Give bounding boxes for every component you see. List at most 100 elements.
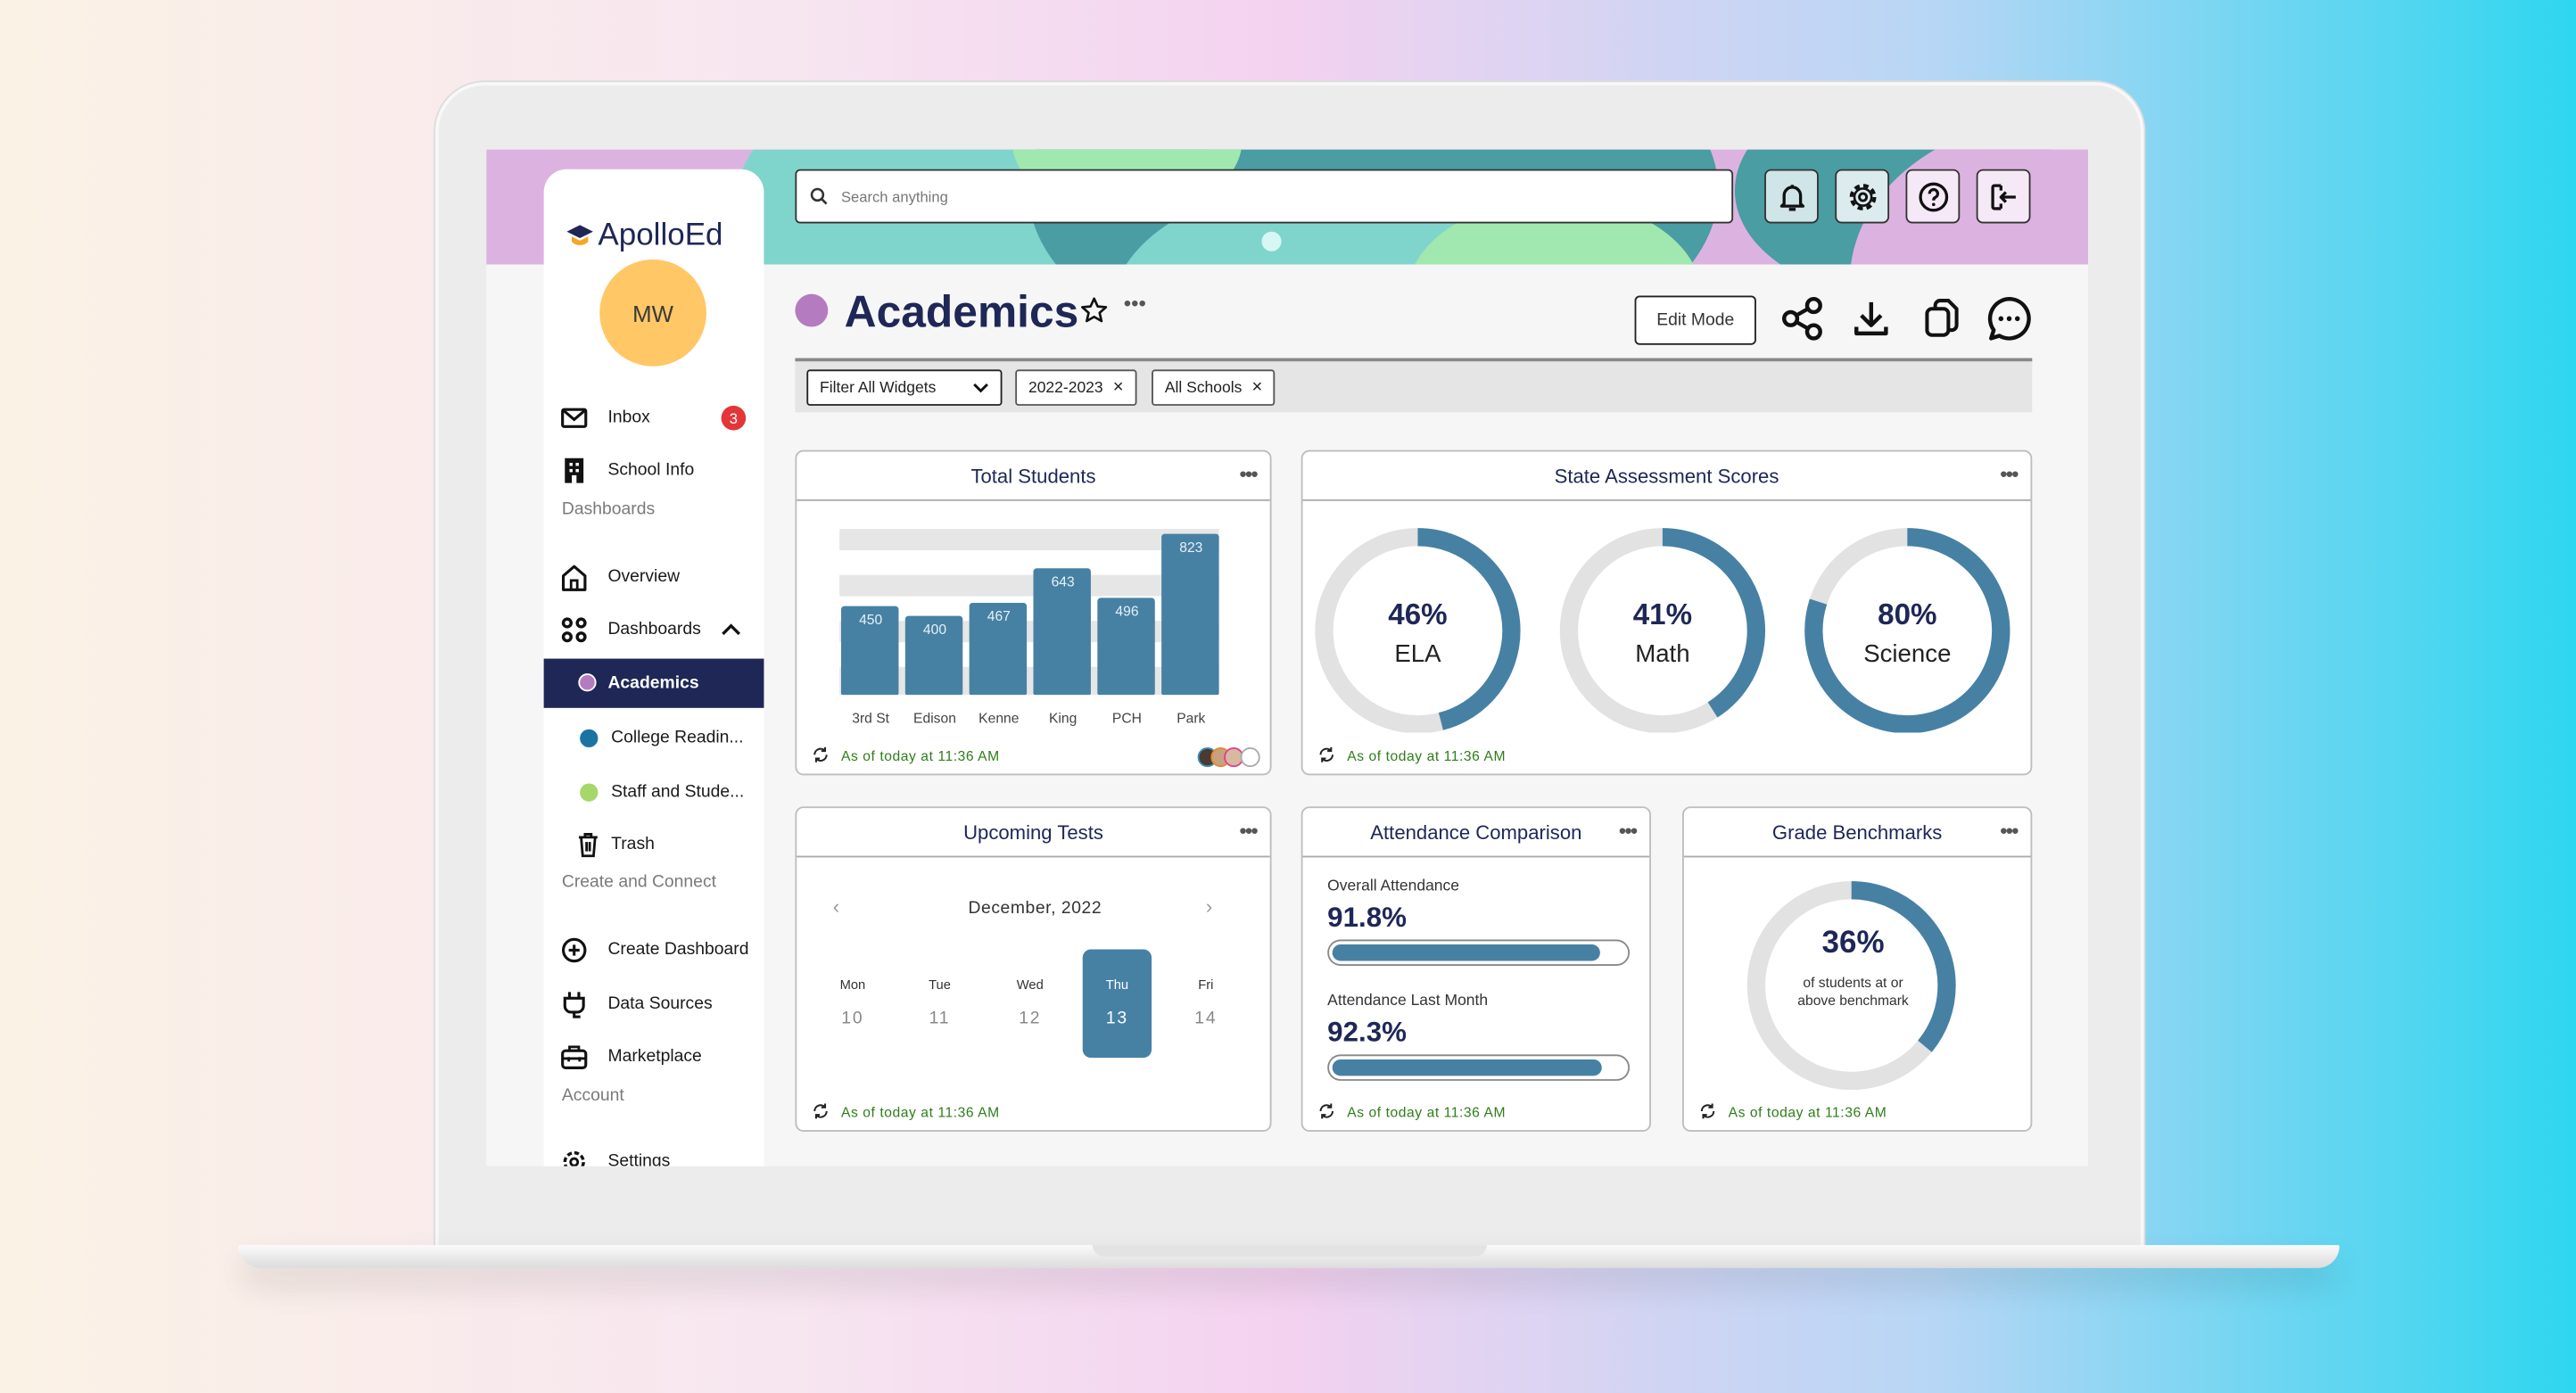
- widget-upcoming-tests: Upcoming Tests ••• ‹ December, 2022 › Mo…: [795, 806, 1272, 1133]
- bar[interactable]: [969, 603, 1028, 696]
- sidebar-item-inbox[interactable]: Inbox 3: [544, 394, 764, 441]
- donut-value-label: 41%: [1633, 598, 1692, 631]
- bar[interactable]: [1033, 569, 1091, 696]
- more-options-icon[interactable]: •••: [2000, 461, 2019, 487]
- bell-icon: [1779, 184, 1804, 210]
- edit-mode-button[interactable]: Edit Mode: [1634, 295, 1756, 345]
- bar-value-label: 496: [1115, 602, 1139, 620]
- more-options-icon[interactable]: •••: [1123, 290, 1146, 316]
- comment-icon[interactable]: [1985, 294, 2034, 343]
- star-icon[interactable]: [1079, 296, 1109, 326]
- widget-footer: As of today at 11:36 AM: [1317, 1102, 1506, 1120]
- timestamp: As of today at 11:36 AM: [1347, 1102, 1507, 1120]
- benchmark-caption: of students at or: [1803, 974, 1903, 991]
- refresh-icon[interactable]: [812, 1102, 830, 1120]
- widget-title: State Assessment Scores: [1302, 451, 2031, 501]
- bar-value-label: 450: [859, 611, 883, 629]
- search-icon: [810, 187, 828, 205]
- chevron-right-icon[interactable]: ›: [1205, 894, 1213, 919]
- bar[interactable]: [1161, 533, 1219, 696]
- bar[interactable]: [1097, 598, 1155, 696]
- collaborator-avatars[interactable]: [1197, 747, 1260, 768]
- share-icon[interactable]: [1779, 296, 1826, 342]
- timestamp: As of today at 11:36 AM: [1728, 1102, 1887, 1120]
- calendar-day-name: Fri: [1198, 977, 1214, 993]
- gridline-band: [839, 666, 1219, 696]
- edit-mode-label: Edit Mode: [1656, 310, 1735, 331]
- sidebar-item-school-info[interactable]: School Info: [544, 447, 764, 493]
- attendance-label: Overall Attendance: [1327, 877, 1460, 895]
- refresh-icon[interactable]: [1698, 1102, 1716, 1120]
- refresh-icon[interactable]: [812, 746, 830, 763]
- attendance-value: 91.8%: [1327, 902, 1407, 934]
- trash-icon: [578, 833, 598, 858]
- bar-category-label: 3rd St: [852, 709, 890, 727]
- donut-math-arc[interactable]: [1559, 528, 1766, 733]
- calendar-day-number[interactable]: 11: [929, 1008, 951, 1028]
- filter-chip-label: All Schools: [1164, 378, 1243, 397]
- calendar-day-number[interactable]: 13: [1105, 1008, 1129, 1028]
- notifications-button[interactable]: [1764, 169, 1819, 224]
- close-icon[interactable]: ×: [1251, 377, 1263, 398]
- settings-button[interactable]: [1835, 169, 1890, 224]
- sidebar-item-dashboards[interactable]: Dashboards: [544, 606, 764, 653]
- widget-footer: As of today at 11:36 AM: [812, 1102, 1000, 1120]
- app-logo: ApolloEd: [566, 218, 723, 255]
- inbox-count-badge: 3: [721, 405, 747, 431]
- more-options-icon[interactable]: •••: [2000, 818, 2019, 843]
- more-options-icon[interactable]: •••: [1239, 818, 1258, 843]
- calendar-day-name: Mon: [839, 977, 866, 993]
- donut-ela-arc[interactable]: [1315, 528, 1521, 733]
- avatar[interactable]: MW: [599, 260, 706, 367]
- bar-value-label: 643: [1051, 573, 1075, 591]
- close-icon[interactable]: ×: [1112, 377, 1124, 398]
- help-button[interactable]: [1905, 169, 1961, 224]
- sidebar-item-college-readiness[interactable]: College Readin...: [544, 714, 764, 761]
- filter-bar: Filter All Widgets 2022-2023 × All Schoo…: [795, 358, 2033, 413]
- refresh-icon[interactable]: [1317, 746, 1335, 763]
- selected-day-highlight: [1082, 949, 1152, 1059]
- sidebar-item-academics[interactable]: Academics: [543, 658, 764, 708]
- sidebar-item-trash[interactable]: Trash: [544, 821, 764, 868]
- widget-total-students: Total Students ••• 450 3rd St 400 Edison 467…: [795, 449, 1272, 776]
- calendar-day-number[interactable]: 14: [1194, 1008, 1218, 1028]
- more-options-icon[interactable]: •••: [1239, 461, 1258, 487]
- calendar-day-number[interactable]: 12: [1019, 1008, 1042, 1028]
- sidebar-item-overview[interactable]: Overview: [544, 554, 764, 600]
- bar[interactable]: [841, 606, 899, 696]
- filter-all-widgets-dropdown[interactable]: Filter All Widgets: [806, 369, 1003, 406]
- sidebar-item-staff-and-students[interactable]: Staff and Stude...: [544, 769, 764, 815]
- sidebar-item-settings[interactable]: Settings: [544, 1138, 764, 1166]
- sidebar-item-label: Inbox: [607, 407, 650, 427]
- calendar-day-number[interactable]: 10: [841, 1008, 864, 1028]
- donut-science-arc[interactable]: [1804, 528, 2010, 733]
- bar-category-label: PCH: [1111, 709, 1142, 727]
- copy-icon[interactable]: [1922, 297, 1961, 340]
- chevron-up-icon[interactable]: [720, 621, 743, 637]
- logout-button[interactable]: [1976, 169, 2031, 224]
- filter-chip-year[interactable]: 2022-2023 ×: [1015, 369, 1137, 406]
- widget-attendance-comparison: Attendance Comparison ••• Overall Attend…: [1300, 806, 1652, 1133]
- refresh-icon[interactable]: [1317, 1102, 1335, 1120]
- more-options-icon[interactable]: •••: [1618, 818, 1638, 843]
- download-icon[interactable]: [1852, 297, 1891, 340]
- sidebar-item-marketplace[interactable]: Marketplace: [544, 1033, 764, 1079]
- laptop-notch: [1092, 1245, 1487, 1257]
- section-label-account: Account: [561, 1085, 624, 1106]
- timestamp: As of today at 11:36 AM: [841, 1102, 1000, 1120]
- building-icon: [565, 457, 584, 483]
- home-icon: [561, 565, 587, 591]
- sidebar-item-label: Dashboards: [607, 619, 701, 639]
- search-input[interactable]: Search anything: [795, 169, 1734, 224]
- bar-value-label: 823: [1179, 539, 1203, 556]
- sidebar-item-create-dashboard[interactable]: Create Dashboard: [544, 927, 764, 973]
- bar[interactable]: [904, 616, 963, 696]
- logout-icon: [1990, 183, 2015, 210]
- donut-value-label: 46%: [1388, 598, 1447, 631]
- filter-chip-schools[interactable]: All Schools ×: [1152, 369, 1276, 406]
- chevron-left-icon[interactable]: ‹: [832, 894, 840, 919]
- avatar-more: [1240, 747, 1260, 768]
- sidebar-item-data-sources[interactable]: Data Sources: [544, 981, 764, 1027]
- calendar-day-name: Tue: [929, 977, 951, 993]
- help-icon: [1918, 181, 1948, 211]
